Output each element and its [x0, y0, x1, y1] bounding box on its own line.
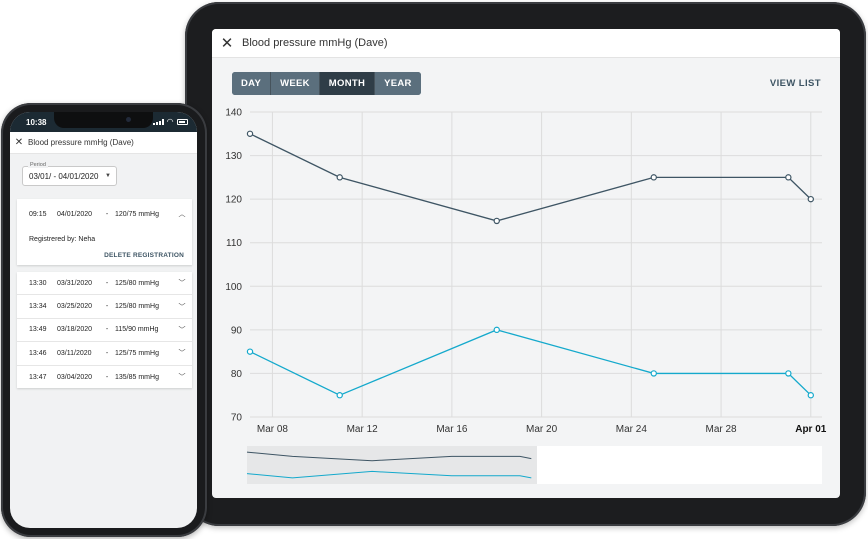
list-item[interactable]: 13:47 03/04/2020 - 135/85 mmHg ﹀	[17, 366, 192, 389]
row-time: 13:49	[29, 326, 47, 334]
row-separator: -	[105, 349, 109, 357]
x-tick-label: Mar 16	[436, 424, 468, 435]
chevron-down-icon[interactable]: ﹀	[178, 280, 186, 288]
close-icon[interactable]: ✕	[14, 137, 24, 148]
chevron-down-icon[interactable]: ﹀	[178, 303, 186, 311]
data-point	[336, 174, 343, 181]
phone-header: ✕ Blood pressure mmHg (Dave)	[10, 132, 197, 154]
row-value: 125/80 mmHg	[115, 303, 159, 311]
row-value: 135/85 mmHg	[115, 373, 159, 381]
row-value: 120/75 mmHg	[115, 210, 159, 218]
wifi-icon: ◠	[167, 117, 174, 126]
row-date: 03/18/2020	[57, 326, 93, 334]
tablet-screen: ✕ Blood pressure mmHg (Dave) DAY WEEK MO…	[212, 29, 840, 498]
tab-year[interactable]: YEAR	[375, 72, 421, 95]
row-separator: -	[105, 373, 109, 381]
row-time: 13:30	[29, 279, 47, 287]
row-time: 13:47	[29, 373, 47, 381]
camera-icon	[126, 117, 131, 122]
signal-icon	[153, 119, 164, 125]
y-tick-label: 90	[231, 325, 243, 336]
row-separator: -	[105, 303, 109, 311]
registration-list: 13:30 03/31/2020 - 125/80 mmHg ﹀ 13:34 0…	[17, 272, 192, 388]
list-item[interactable]: 13:30 03/31/2020 - 125/80 mmHg ﹀	[17, 272, 192, 296]
data-point	[807, 392, 814, 399]
range-tabs: DAY WEEK MONTH YEAR	[232, 72, 421, 95]
row-date: 04/01/2020	[57, 210, 93, 218]
tab-month[interactable]: MONTH	[319, 72, 376, 95]
period-value: 03/01/ - 04/01/2020	[29, 172, 99, 181]
y-tick-label: 110	[226, 238, 242, 249]
x-tick-label: Mar 24	[616, 424, 648, 435]
tab-day[interactable]: DAY	[232, 72, 272, 95]
period-label: Period	[28, 162, 48, 168]
data-point	[807, 195, 814, 203]
row-time: 13:34	[29, 303, 47, 311]
chevron-up-icon[interactable]: ︿	[178, 211, 186, 218]
phone-title: Blood pressure mmHg (Dave)	[28, 138, 134, 147]
x-tick-label: Mar 12	[347, 424, 379, 435]
status-bar: 10:38 ◠	[10, 112, 197, 132]
row-time: 09:15	[29, 210, 47, 218]
x-tick-label: Apr 01	[795, 424, 827, 435]
data-point	[785, 370, 792, 377]
row-date: 03/04/2020	[57, 373, 93, 381]
phone-notch	[54, 112, 153, 128]
series-line-0	[249, 133, 812, 222]
row-separator: -	[105, 279, 109, 287]
data-point	[246, 348, 254, 355]
status-time: 10:38	[26, 118, 47, 127]
row-value: 125/75 mmHg	[115, 349, 159, 357]
chevron-down-icon[interactable]: ﹀	[178, 326, 186, 334]
expanded-registration: 09:15 04/01/2020 - 120/75 mmHg ︿ Registr…	[17, 199, 192, 265]
y-tick-label: 70	[231, 413, 243, 424]
list-item[interactable]: 13:46 03/11/2020 - 125/75 mmHg ﹀	[17, 342, 192, 366]
chevron-down-icon[interactable]: ﹀	[178, 374, 186, 382]
data-point	[650, 174, 657, 181]
y-tick-label: 120	[225, 195, 242, 206]
x-tick-label: Mar 28	[705, 424, 737, 435]
data-point	[336, 392, 343, 399]
view-list-button[interactable]: VIEW LIST	[769, 78, 821, 89]
registration-row[interactable]: 09:15 04/01/2020 - 120/75 mmHg ︿	[17, 203, 192, 225]
row-value: 125/80 mmHg	[115, 279, 159, 287]
navigator-line-1	[246, 470, 532, 479]
row-date: 03/11/2020	[57, 349, 92, 357]
period-select[interactable]: Period 03/01/ - 04/01/2020 ▼	[22, 162, 117, 186]
y-tick-label: 80	[231, 369, 243, 380]
y-tick-label: 100	[225, 282, 242, 293]
row-date: 03/31/2020	[57, 279, 93, 287]
row-date: 03/25/2020	[57, 303, 93, 311]
battery-icon	[177, 119, 188, 125]
y-tick-label: 130	[225, 151, 242, 162]
list-item[interactable]: 13:34 03/25/2020 - 125/80 mmHg ﹀	[17, 295, 192, 319]
row-time: 13:46	[29, 349, 47, 357]
phone-screen: 10:38 ◠ ✕ Blood pressure mmHg (Dave) Per…	[10, 112, 197, 528]
registered-by: Registrered by: Neha	[29, 236, 96, 243]
blood-pressure-chart: 70 80 90 100 110 120 130 140 Mar 08 Mar 12 Mar 16 M…	[225, 108, 827, 484]
series-line-1	[249, 329, 812, 396]
row-separator: -	[105, 326, 109, 334]
navigator-line-0	[246, 451, 532, 462]
list-item[interactable]: 13:49 03/18/2020 - 115/90 mmHg ﹀	[17, 319, 192, 343]
tab-week[interactable]: WEEK	[271, 72, 320, 95]
x-tick-label: Mar 20	[526, 424, 558, 435]
navigator-selection	[247, 446, 537, 484]
data-point	[246, 130, 254, 137]
data-point	[493, 217, 500, 225]
close-icon[interactable]: ✕	[220, 34, 234, 52]
delete-registration-button[interactable]: DELETE REGISTRATION	[104, 252, 184, 259]
row-value: 115/90 mmHg	[115, 326, 159, 334]
caret-down-icon: ▼	[105, 173, 111, 179]
data-point	[493, 326, 500, 334]
chevron-down-icon[interactable]: ﹀	[178, 350, 186, 358]
data-point	[650, 370, 657, 377]
row-separator: -	[105, 210, 109, 218]
y-tick-label: 140	[225, 108, 242, 119]
data-point	[785, 174, 792, 181]
tablet-title: Blood pressure mmHg (Dave)	[242, 37, 388, 49]
x-tick-label: Mar 08	[257, 424, 289, 435]
tablet-header: ✕ Blood pressure mmHg (Dave)	[212, 29, 840, 58]
